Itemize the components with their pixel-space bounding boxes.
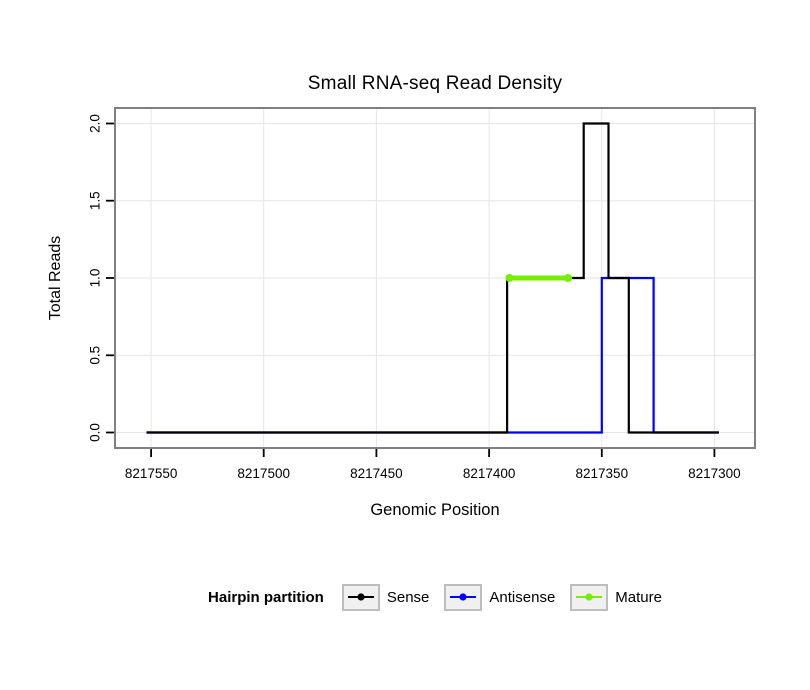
sense-line-point-icon [347, 593, 374, 601]
x-tick-label: 8217400 [463, 466, 516, 481]
legend-key-box-antisense [444, 583, 483, 611]
plot-border [114, 107, 756, 449]
legend-item-sense: Sense [341, 583, 430, 611]
legend-label-mature: Mature [615, 588, 662, 606]
legend-item-mature: Mature [570, 583, 662, 611]
mature-line-point-icon [576, 593, 603, 601]
legend-title: Hairpin partition [208, 588, 324, 606]
y-tick-label: 2.0 [88, 114, 103, 133]
y-tick-label: 1.5 [88, 191, 103, 210]
x-axis-title: Genomic Position [370, 501, 500, 519]
x-tick-label: 8217550 [125, 466, 178, 481]
legend-key-point [357, 593, 365, 601]
legend-key-point [459, 593, 468, 601]
x-tick-label: 8217300 [688, 466, 741, 481]
legend-key-box-mature [570, 583, 609, 611]
antisense-line-point-icon [450, 593, 477, 601]
legend: Hairpin partition Sense Antisense [115, 581, 755, 613]
plot-area: 8217550 8217500 8217450 8217400 8217350 82173… [88, 107, 756, 481]
legend-key-point [585, 593, 593, 601]
series-mature-endpoint [564, 274, 572, 282]
series-mature-endpoint [505, 274, 514, 282]
y-tick-label: 0.5 [88, 346, 103, 365]
y-tick-label: 1.0 [88, 269, 103, 288]
legend-label-antisense: Antisense [489, 588, 556, 606]
x-tick-label: 8217450 [350, 466, 403, 481]
y-tick-label: 0.0 [88, 423, 103, 442]
legend-key-box-sense [341, 583, 380, 611]
legend-item-antisense: Antisense [444, 583, 556, 611]
series-sense [146, 122, 719, 434]
x-tick-label: 8217500 [237, 466, 290, 481]
chart-title: Small RNA-seq Read Density [307, 73, 563, 94]
legend-label-sense: Sense [386, 588, 430, 606]
x-tick-label: 8217350 [576, 466, 629, 481]
